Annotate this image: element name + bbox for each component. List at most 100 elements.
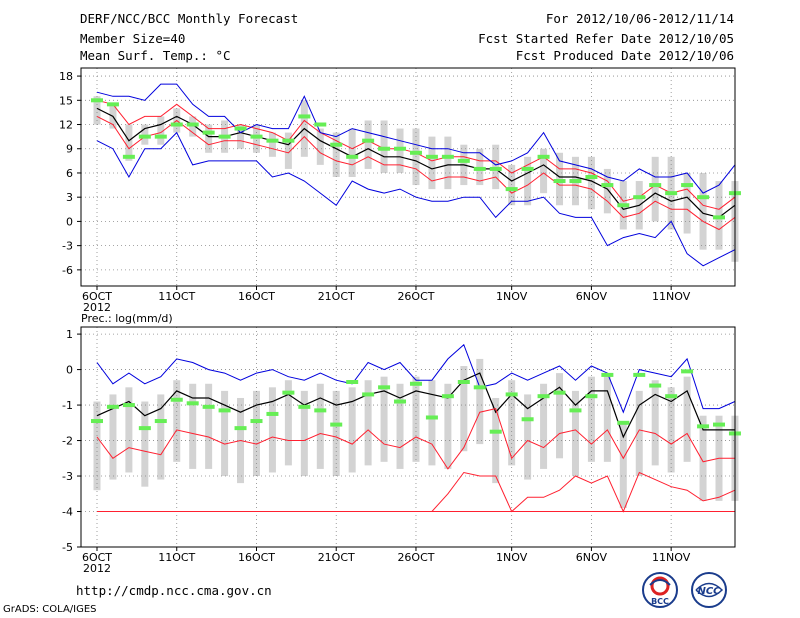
- observation-mark: [138, 134, 151, 139]
- observation-mark: [154, 134, 167, 139]
- member-box: [125, 387, 133, 473]
- observation-mark: [505, 187, 518, 192]
- observation-mark: [649, 183, 662, 188]
- observation-mark: [601, 183, 614, 188]
- member-box: [109, 394, 117, 480]
- y-tick-label: 9: [66, 143, 73, 156]
- precip-panel-title: Prec.: log(mm/d): [81, 312, 173, 325]
- y-tick-label: 18: [59, 70, 73, 83]
- observation-mark: [330, 142, 343, 147]
- x-tick-label: 21OCT: [318, 290, 355, 303]
- observation-mark: [106, 102, 119, 107]
- source-url[interactable]: http://cmdp.ncc.cma.gov.cn: [76, 583, 272, 598]
- refer-date: Fcst Started Refer Date 2012/10/05: [478, 31, 734, 46]
- observation-mark: [601, 372, 614, 377]
- produced-date: Fcst Produced Date 2012/10/06: [515, 48, 734, 63]
- observation-mark: [346, 154, 359, 159]
- observation-mark: [234, 126, 247, 131]
- observation-mark: [186, 401, 199, 406]
- member-box: [348, 387, 356, 473]
- observation-mark: [585, 175, 598, 179]
- observation-mark: [537, 394, 550, 399]
- y-tick-label: -6: [62, 264, 73, 277]
- member-box: [93, 401, 101, 491]
- observation-mark: [665, 394, 678, 399]
- member-box: [476, 148, 484, 186]
- member-box: [651, 380, 659, 466]
- observation-mark: [409, 381, 422, 386]
- observation-mark: [106, 404, 119, 409]
- x-tick-label: 26OCT: [397, 551, 434, 564]
- plot-frame: [80, 67, 736, 287]
- observation-mark: [138, 426, 151, 431]
- observation-mark: [154, 419, 167, 424]
- bcc-logo: BCC: [642, 572, 678, 608]
- observation-mark: [234, 426, 247, 431]
- member-box: [268, 132, 276, 157]
- member-box: [540, 148, 548, 194]
- member-box: [603, 376, 611, 462]
- observation-mark: [473, 385, 486, 390]
- ncc-logo-text: NCC: [697, 586, 721, 597]
- x-tick-label: 16OCT: [238, 551, 275, 564]
- member-box: [189, 383, 197, 469]
- observation-mark: [314, 122, 327, 127]
- observation-mark: [394, 399, 407, 404]
- y-tick-label: 12: [59, 119, 73, 132]
- series-minimum: [96, 131, 736, 267]
- observation-mark: [202, 130, 215, 135]
- observation-mark: [585, 394, 598, 399]
- observation-mark: [266, 138, 279, 143]
- x-tick-year-label: 2012: [83, 301, 111, 314]
- x-tick-label: 11NOV: [652, 551, 691, 564]
- member-box: [508, 380, 516, 466]
- x-tick-label: 6NOV: [576, 551, 608, 564]
- chart-title: DERF/NCC/BCC Monthly Forecast: [80, 11, 299, 26]
- member-box: [332, 390, 340, 477]
- series-ensemble-mean: [96, 372, 735, 439]
- x-tick-label: 11OCT: [158, 551, 195, 564]
- member-box: [173, 380, 181, 462]
- member-box: [540, 383, 548, 469]
- observation-mark: [553, 179, 566, 184]
- observation-mark: [457, 380, 470, 384]
- x-tick-label: 26OCT: [397, 290, 434, 303]
- series-maximum: [96, 83, 736, 194]
- y-tick-label: -3: [62, 470, 73, 483]
- observation-mark: [633, 195, 646, 200]
- observation-mark: [298, 114, 311, 119]
- observation-mark: [617, 203, 630, 208]
- observation-mark: [425, 154, 438, 159]
- observation-mark: [569, 408, 582, 413]
- member-box: [205, 383, 213, 469]
- member-box: [316, 128, 324, 165]
- observation-mark: [425, 415, 438, 420]
- observation-mark: [617, 420, 630, 425]
- x-tick-label: 16OCT: [238, 290, 275, 303]
- member-box: [635, 390, 643, 477]
- x-tick-label: 6NOV: [576, 290, 608, 303]
- observation-mark: [91, 98, 103, 103]
- member-box: [237, 124, 245, 149]
- observation-mark: [250, 419, 263, 424]
- member-box: [444, 136, 452, 190]
- member-box: [524, 394, 532, 480]
- observation-mark: [537, 154, 550, 159]
- plot-frame: [80, 326, 736, 548]
- member-box: [444, 383, 452, 469]
- member-box: [300, 390, 308, 477]
- observation-mark: [362, 392, 375, 397]
- observation-mark: [697, 424, 710, 429]
- observation-mark: [553, 390, 566, 395]
- member-box: [492, 144, 500, 190]
- y-tick-label: 15: [59, 94, 73, 107]
- observation-mark: [202, 404, 215, 409]
- member-box: [268, 387, 276, 473]
- observation-mark: [569, 179, 582, 184]
- member-box: [603, 168, 611, 214]
- observation-mark: [473, 166, 486, 171]
- member-box: [284, 132, 292, 169]
- y-tick-label: 1: [66, 328, 73, 341]
- member-box: [93, 96, 101, 125]
